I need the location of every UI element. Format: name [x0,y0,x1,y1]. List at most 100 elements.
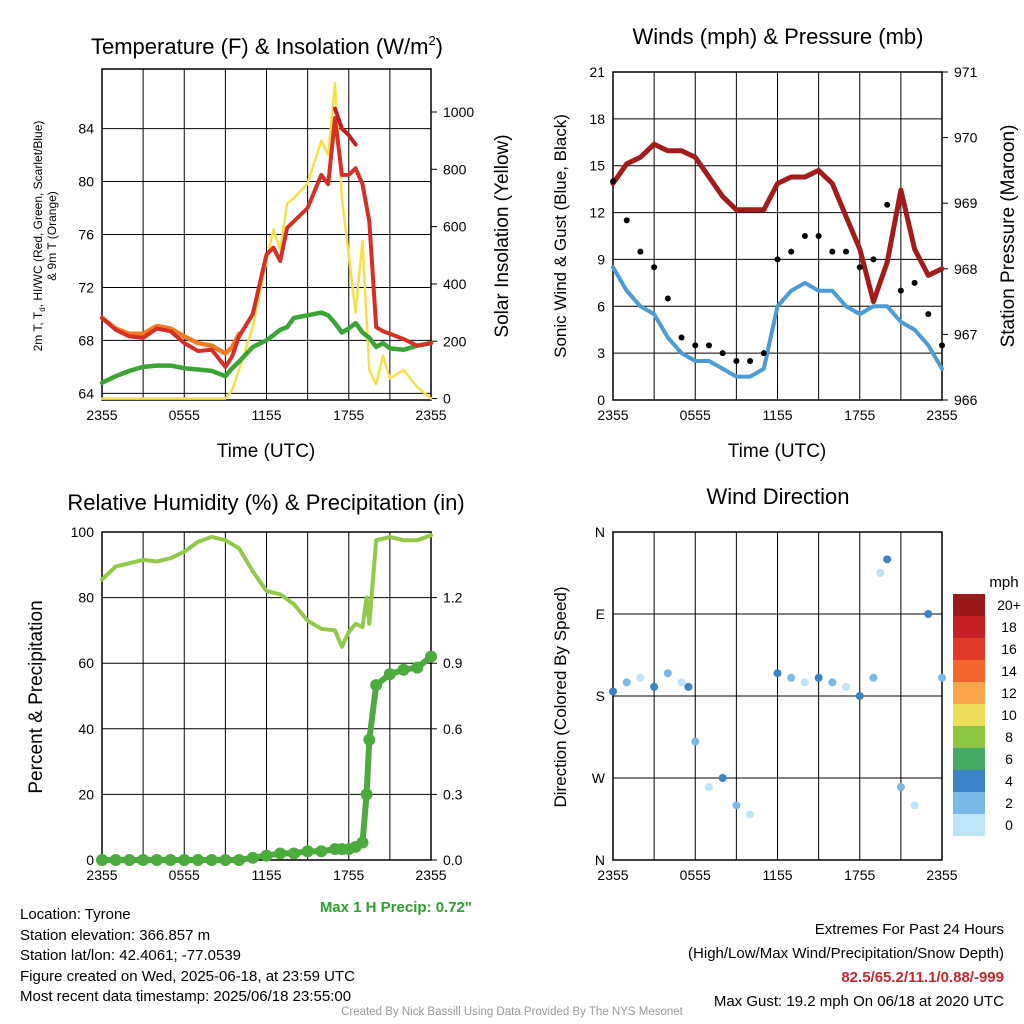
gust-point [678,334,685,341]
x-tick-label: 1755 [844,867,875,883]
gust-point [692,342,699,349]
wind-title: Winds (mph) & Pressure (mb) [633,24,924,49]
direction-point [910,801,919,810]
legend-swatch [953,770,985,792]
precipitation-point [356,836,369,849]
y2-tick-label: 970 [954,130,978,146]
precipitation-point [109,854,122,866]
gust-point [651,264,658,271]
precipitation-point [205,854,218,866]
recent-text: Most recent data timestamp: 2025/06/18 2… [20,988,352,1005]
direction-point [684,682,693,691]
temp-ylabel-left-line2: & 9m T (Orange) [45,191,59,281]
legend-label: 2 [1005,795,1013,811]
legend-label: 6 [1005,751,1013,767]
direction-point [718,774,727,782]
elevation-text: Station elevation: 366.857 m [20,926,211,944]
rh-title: Relative Humidity (%) & Precipitation (i… [67,490,464,515]
y-tick-label: 100 [71,524,95,540]
gust-point [733,357,740,364]
rh-ylabel-left: Percent & Precipitation [26,600,47,793]
x-tick-label: 2355 [597,407,628,423]
gust-point [719,350,726,357]
x-tick-label: 2355 [86,867,117,883]
precipitation-point [287,847,300,860]
x-tick-label: 1755 [844,407,875,423]
direction-point [800,678,809,687]
temp-9m-line [99,315,242,356]
y-tick-label: 60 [78,655,94,671]
y2-tick-label: 0.3 [443,786,463,802]
precipitation-point [164,854,177,866]
x-tick-label: 0555 [169,407,200,423]
y2-tick-label: 968 [954,261,978,277]
legend-swatch [953,792,985,814]
legend-label: 14 [1001,663,1017,679]
created-text: Figure created on Wed, 2025-06-18, at 23… [20,967,355,985]
legend-swatch [953,594,985,616]
legend-label: 16 [1001,641,1017,657]
legend-swatch [953,748,985,770]
y-tick-label: 9 [597,251,605,267]
direction-point [636,673,645,682]
wind-ylabel-right: Station Pressure (Maroon) [998,125,1019,348]
legend-label: 20+ [997,597,1021,613]
gust-point [747,357,754,364]
wind-panel: 2355 0555 1155 1755 235503691215182196696796… [589,64,977,423]
gust-point [939,342,945,349]
legend-label: 0 [1005,817,1013,833]
direction-point [876,569,885,577]
gust-point [610,178,616,185]
temp-title: Temperature (F) & Insolation (W/m2) [91,33,443,59]
y2-tick-label: 1000 [443,104,474,120]
direction-point [828,678,837,687]
y2-tick-label: 200 [443,333,467,349]
y-tick-label: 6 [597,298,605,314]
direction-point [842,682,851,691]
y-tick-label: 15 [589,158,605,174]
gust-point [774,256,781,263]
legend-label: 8 [1005,729,1013,745]
x-tick-label: 2355 [86,407,117,423]
gust-point [705,342,712,349]
y2-tick-label: 971 [954,64,978,80]
max-gust-text: Max Gust: 19.2 mph On 06/18 at 2020 UTC [713,993,1004,1010]
x-tick-label: 0555 [169,867,200,883]
direction-point [746,810,755,819]
precipitation-point [191,854,204,866]
precipitation-point [425,650,437,663]
y2-tick-label: 0.9 [443,655,463,671]
y-tick-label: 64 [78,385,94,401]
temp-2m-line [100,116,433,369]
gust-point [801,233,808,239]
legend-label: 10 [1001,707,1017,723]
precipitation-point [274,847,287,860]
y2-tick-label: 969 [954,195,978,211]
y-tick-label: E [596,606,605,622]
y2-tick-label: 400 [443,276,467,292]
y2-tick-label: 966 [954,392,978,408]
direction-point [883,555,892,564]
x-tick-label: 2355 [926,867,957,883]
x-tick-label: 1755 [333,867,364,883]
y2-tick-label: 0 [443,391,451,407]
solar-insolation-line [100,82,433,400]
legend-title: mph [989,574,1018,591]
direction-point [650,682,659,691]
gust-point [623,217,630,224]
precipitation-point [370,679,383,692]
y-tick-label: 18 [589,111,605,127]
y-tick-label: 84 [78,121,94,137]
direction-point [691,737,700,746]
temperature-panel: 2355 0555 1155 1755 2355 64 68 72 76 80 84 0 200 400 6… [78,68,474,423]
speed-legend: 20+ 18 16 14 12 10 8 6 4 2 0 [953,594,1021,836]
precipitation-point [246,851,259,864]
x-tick-label: 2355 [415,867,446,883]
x-tick-label: 1155 [762,407,792,423]
direction-point [938,673,946,682]
direction-point [732,801,741,810]
y-tick-label: 40 [78,721,94,737]
direction-point [855,692,864,700]
gust-point [815,233,822,239]
direction-point [869,673,878,682]
